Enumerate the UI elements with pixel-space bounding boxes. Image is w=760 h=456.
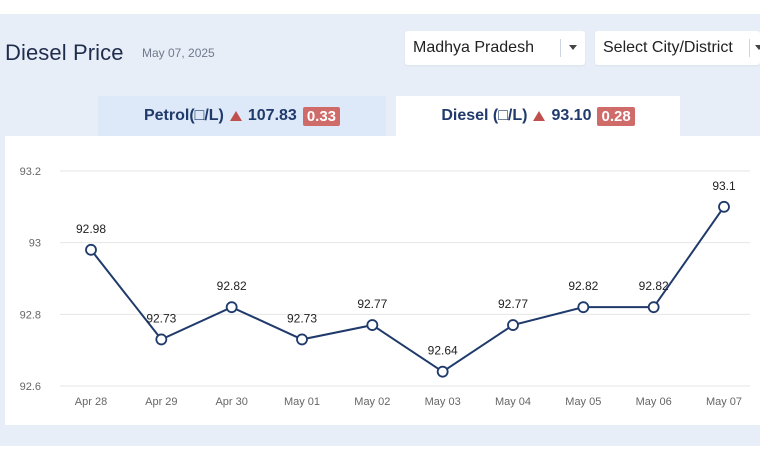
x-tick-label: Apr 28 [75,396,107,408]
x-tick-label: May 03 [425,396,461,408]
data-label: 92.73 [287,311,317,325]
data-point [507,319,519,331]
data-label: 92.77 [498,297,528,311]
tab-diesel-label: Diesel (□/L) [441,107,528,124]
data-point [85,243,97,256]
tab-petrol[interactable]: Petrol(□/L) 107.83 0.33 [98,96,386,136]
data-point [155,333,168,346]
y-tick-label: 92.6 [20,381,41,393]
city-select-placeholder: Select City/District [603,39,733,56]
x-tick-label: May 04 [495,396,531,408]
price-chart-card: 92.6 92.8 93 93.2 Apr 28 Apr 29 Apr 30 May 01 Ma… [5,136,760,425]
x-tick-label: May 06 [636,396,672,408]
price-up-icon [533,111,546,121]
data-label: 92.82 [639,279,669,293]
page-date: May 07, 2025 [142,46,215,60]
y-tick-label: 92.8 [20,309,41,321]
state-select-divider [560,39,561,57]
data-label: 92.82 [217,279,247,293]
data-label: 92.77 [357,297,387,311]
page-title: Diesel Price [5,40,124,65]
tab-diesel-price: 93.10 [551,107,592,124]
price-line-chart: 92.6 92.8 93 93.2 Apr 28 Apr 29 Apr 30 May 01 Ma… [20,166,750,408]
data-label: 92.98 [76,222,106,236]
x-tick-label: May 05 [565,396,601,408]
city-select[interactable]: Select City/District [595,31,760,65]
y-tick-label: 93 [29,238,41,250]
data-point [436,365,449,378]
x-tick-label: May 07 [706,396,742,408]
price-up-icon [229,111,242,121]
tab-diesel[interactable]: Diesel (□/L) 93.10 0.28 [396,96,680,136]
y-tick-label: 93.2 [20,166,41,178]
data-point [296,333,308,346]
data-label: 93.1 [712,179,736,193]
x-tick-label: Apr 30 [215,396,247,408]
state-select[interactable]: Madhya Pradesh [405,31,585,65]
x-tick-label: Apr 29 [145,396,177,408]
data-point [366,319,379,331]
data-point [647,301,660,314]
data-point [577,301,590,314]
data-label: 92.64 [428,344,458,358]
top-strip [0,0,760,15]
data-label: 92.82 [568,279,598,293]
tab-petrol-price: 107.83 [247,107,297,124]
tab-petrol-label: Petrol(□/L) [143,107,224,124]
tab-diesel-change-badge: 0.28 [597,106,635,126]
chevron-down-icon[interactable] [569,45,577,50]
data-point [225,301,238,314]
data-label: 92.73 [146,311,176,325]
series-line [90,206,725,373]
state-select-value: Madhya Pradesh [413,39,534,56]
x-tick-label: May 01 [284,396,320,408]
chevron-down-icon[interactable] [755,45,760,50]
x-tick-label: May 02 [354,396,390,408]
city-select-divider [749,39,750,57]
data-point [718,200,730,213]
tab-petrol-change-badge: 0.33 [302,106,341,126]
